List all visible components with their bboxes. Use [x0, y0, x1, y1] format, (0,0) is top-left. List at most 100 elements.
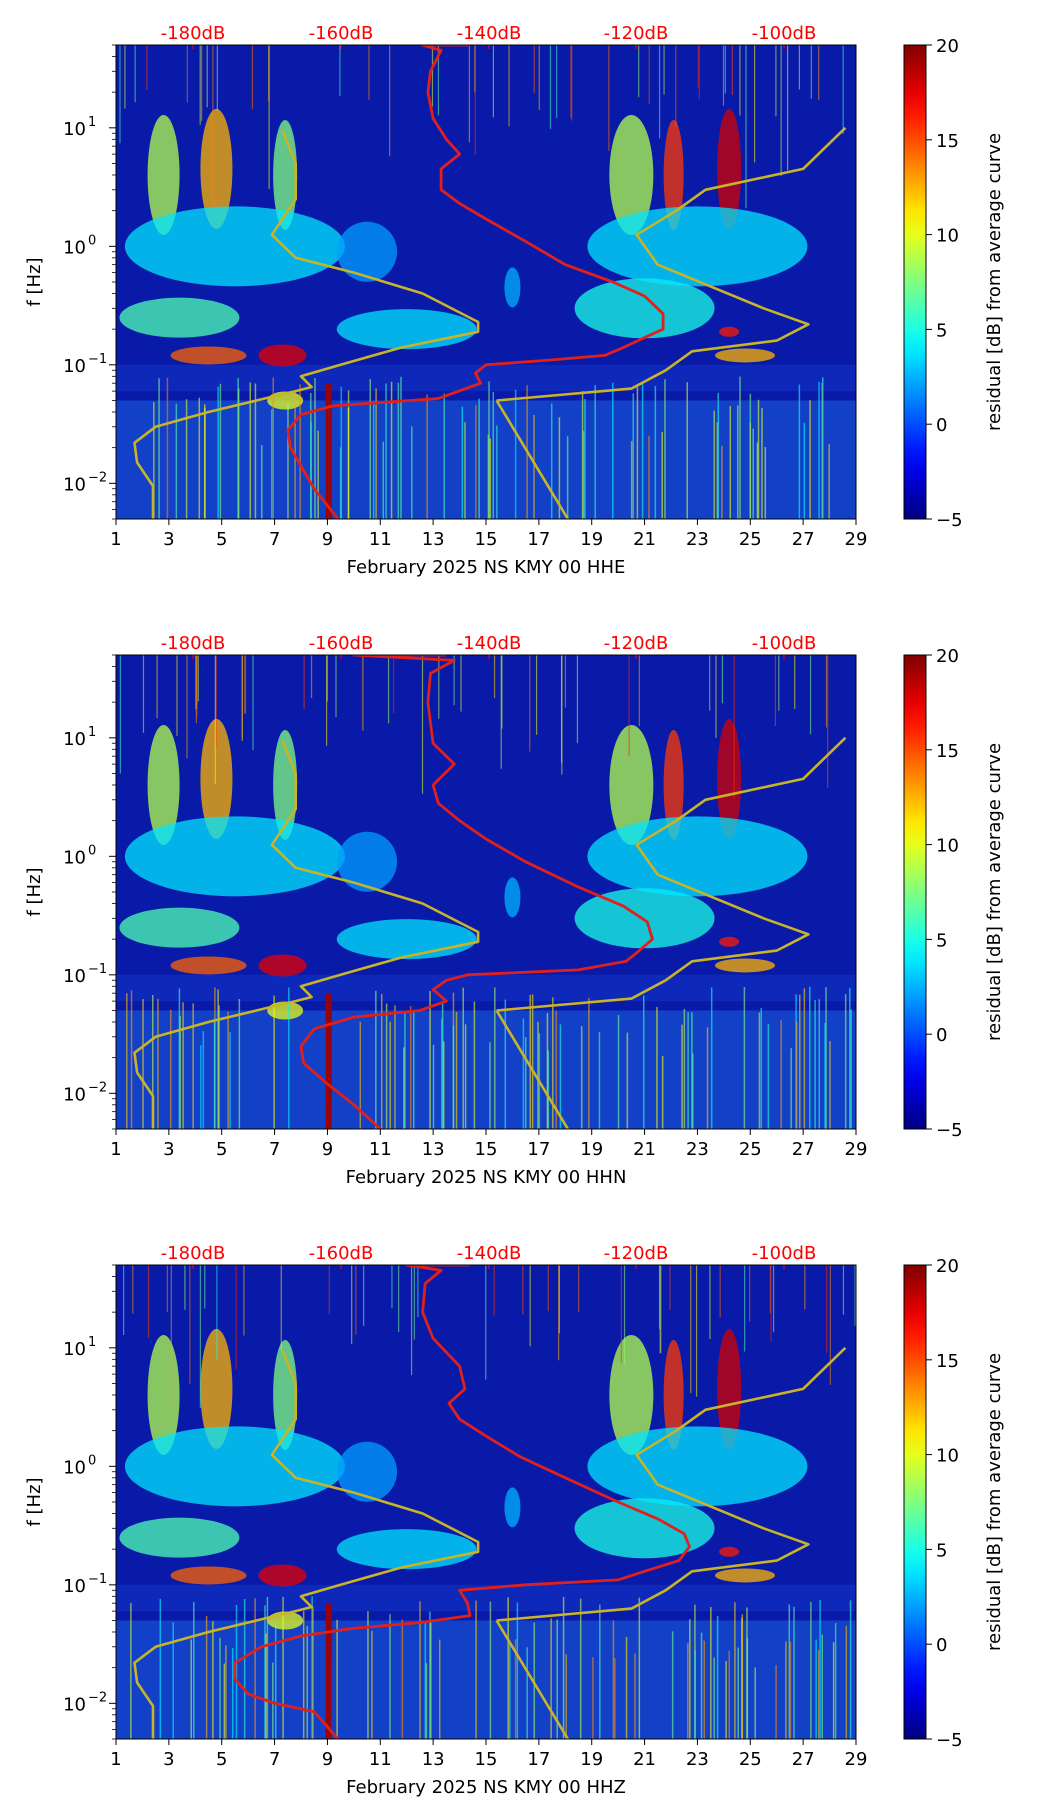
heatmap-cell [614, 1658, 616, 1739]
top-db-label: -120dB [604, 23, 669, 44]
heatmap-cell [166, 377, 169, 519]
heatmap-cell [609, 1334, 654, 1455]
x-tick-label: 11 [369, 529, 392, 550]
x-tick-label: 5 [216, 1139, 227, 1160]
heatmap-cell [362, 655, 364, 731]
low-noise-model-line [133, 130, 480, 519]
heatmap-cell [178, 988, 181, 1129]
heatmap-cell [709, 1265, 711, 1340]
heatmap-cell [170, 346, 247, 365]
heatmap-cell [648, 45, 650, 105]
heatmap-cell [739, 376, 741, 519]
heatmap-cell [460, 655, 462, 712]
heatmap-cell [404, 1012, 406, 1129]
heatmap-cell [741, 1614, 744, 1739]
heatmap-cell [280, 1265, 282, 1351]
heatmap-cell [634, 1653, 636, 1739]
heatmap-cell [185, 399, 188, 519]
y-tick-base: 10 [63, 119, 86, 140]
heatmap-cell [582, 430, 585, 519]
heatmap-cell [492, 392, 495, 519]
colorbar-label: residual [dB] from average curve [984, 743, 1005, 1041]
y-tick-label: 10 [63, 1694, 86, 1715]
heatmap-cell [790, 1048, 792, 1129]
top-db-label: -180dB [161, 633, 226, 654]
heatmap-cell [832, 1642, 835, 1739]
heatmap-cell [592, 1657, 594, 1739]
heatmap-cell [574, 278, 715, 339]
heatmap-cell [124, 206, 345, 287]
heatmap-cell [533, 45, 535, 94]
heatmap-cell [681, 1024, 683, 1129]
x-tick-label: 29 [845, 1139, 868, 1160]
heatmap-cell [849, 988, 851, 1129]
heatmap-cell [826, 1265, 828, 1353]
heatmap-cell [556, 1619, 558, 1739]
heatmap-cell [184, 1265, 186, 1310]
x-tick-label: 17 [527, 1139, 550, 1160]
heatmap-cell [238, 998, 241, 1129]
low-frequency-band [116, 1620, 856, 1739]
heatmap-cell [461, 406, 464, 519]
x-tick-label: 27 [792, 1139, 815, 1160]
x-tick-label: 29 [845, 1749, 868, 1770]
heatmap-cell [760, 1007, 763, 1129]
heatmap-cell [798, 384, 801, 519]
heatmap-cell [475, 1600, 477, 1739]
colorbar-tick-label: 15 [936, 131, 959, 152]
heatmap-cell [325, 383, 332, 519]
heatmap-cell [258, 954, 307, 977]
heatmap-cell [581, 391, 584, 519]
heatmap-cell [656, 1007, 658, 1129]
heatmap-cell [686, 382, 688, 519]
heatmap-cell [205, 1615, 208, 1739]
heatmap-cell [147, 724, 180, 845]
colorbar-tick-label: 10 [936, 836, 959, 857]
heatmap-cell [516, 1602, 519, 1739]
heatmap-cell [739, 45, 741, 116]
heatmap-cell [612, 1620, 615, 1739]
heatmap-cell [719, 326, 740, 337]
heatmap-cell [265, 1633, 267, 1739]
colorbar-tick-label: 15 [936, 1351, 959, 1372]
heatmap-cell [443, 1041, 445, 1129]
heatmap-cell [441, 1001, 444, 1129]
heatmap-cell [417, 1265, 419, 1318]
heatmap-cell [744, 1265, 746, 1352]
heatmap-cell [663, 729, 684, 840]
heatmap-cell [538, 45, 540, 111]
heatmap-cell [500, 655, 502, 769]
heatmap-cell [663, 45, 665, 95]
heatmap-cell [452, 1025, 455, 1129]
heatmap-cell [387, 655, 390, 724]
heatmap-cell [266, 1596, 269, 1739]
heatmap-cell [299, 384, 301, 519]
heatmap-cell [764, 446, 767, 519]
heatmap-cell [504, 1487, 521, 1528]
heatmap-cell [529, 655, 531, 752]
heatmap-cell [728, 1650, 730, 1739]
heatmap-cell [578, 1265, 580, 1312]
heatmap-cell [258, 344, 307, 367]
heatmap-cell [821, 382, 823, 519]
heatmap-cell [715, 348, 775, 363]
heatmap-cell [587, 1426, 808, 1507]
heatmap-cell [598, 1031, 601, 1129]
heatmap-cell [529, 994, 531, 1129]
heatmap-cell [710, 987, 713, 1129]
heatmap-cell [251, 45, 254, 110]
heatmap-cell [273, 1339, 298, 1450]
heatmap-cell [287, 402, 289, 519]
heatmap-cell [550, 1618, 552, 1739]
y-tick-label: 10 [63, 1457, 86, 1478]
heatmap-cell [561, 655, 563, 775]
y-tick-label: 10 [63, 729, 86, 750]
heatmap-cell [126, 993, 128, 1129]
x-tick-label: 15 [475, 1139, 498, 1160]
heatmap-cell [587, 206, 808, 287]
heatmap-cell [698, 45, 700, 100]
heatmap-cell [737, 405, 739, 519]
y-tick-exponent: −1 [88, 1572, 107, 1587]
heatmap-cell [213, 1018, 216, 1129]
